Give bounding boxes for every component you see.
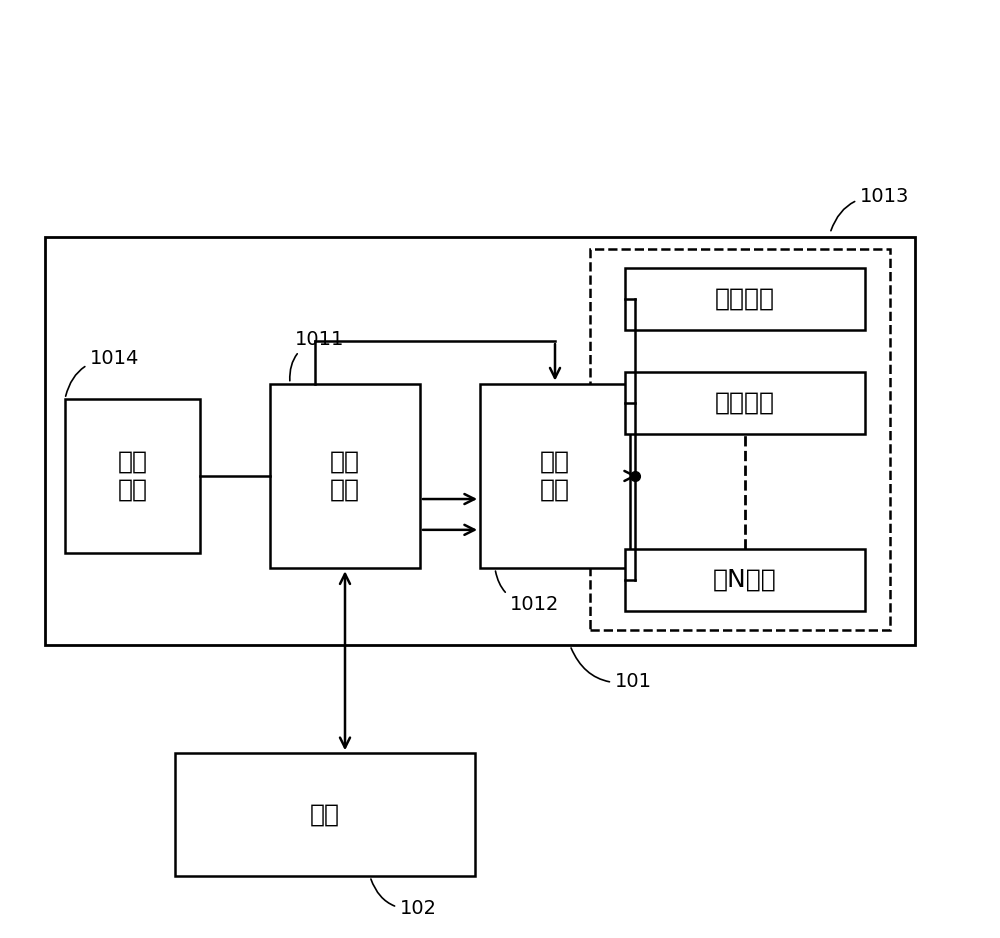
Text: 1014: 1014 [66,349,139,396]
Text: 第一芯片: 第一芯片 [715,287,775,310]
Text: 102: 102 [371,879,437,918]
Text: 1011: 1011 [290,330,344,381]
Bar [625,549,865,611]
Bar [45,237,915,645]
Text: 1012: 1012 [495,571,559,614]
Text: 1013: 1013 [831,188,909,231]
Text: 主控
模块: 主控 模块 [330,450,360,502]
Bar [270,384,420,568]
Bar [625,372,865,433]
Text: 第N芯片: 第N芯片 [713,567,777,592]
Text: 选择
模块: 选择 模块 [540,450,570,502]
Text: 主板: 主板 [310,803,340,826]
Text: 101: 101 [571,648,652,691]
Bar [65,399,200,552]
Bar [590,249,890,630]
Text: 存储
模块: 存储 模块 [118,450,148,502]
Bar [175,753,475,876]
Bar [480,384,630,568]
Bar [625,268,865,329]
Text: 第二芯片: 第二芯片 [715,391,775,415]
